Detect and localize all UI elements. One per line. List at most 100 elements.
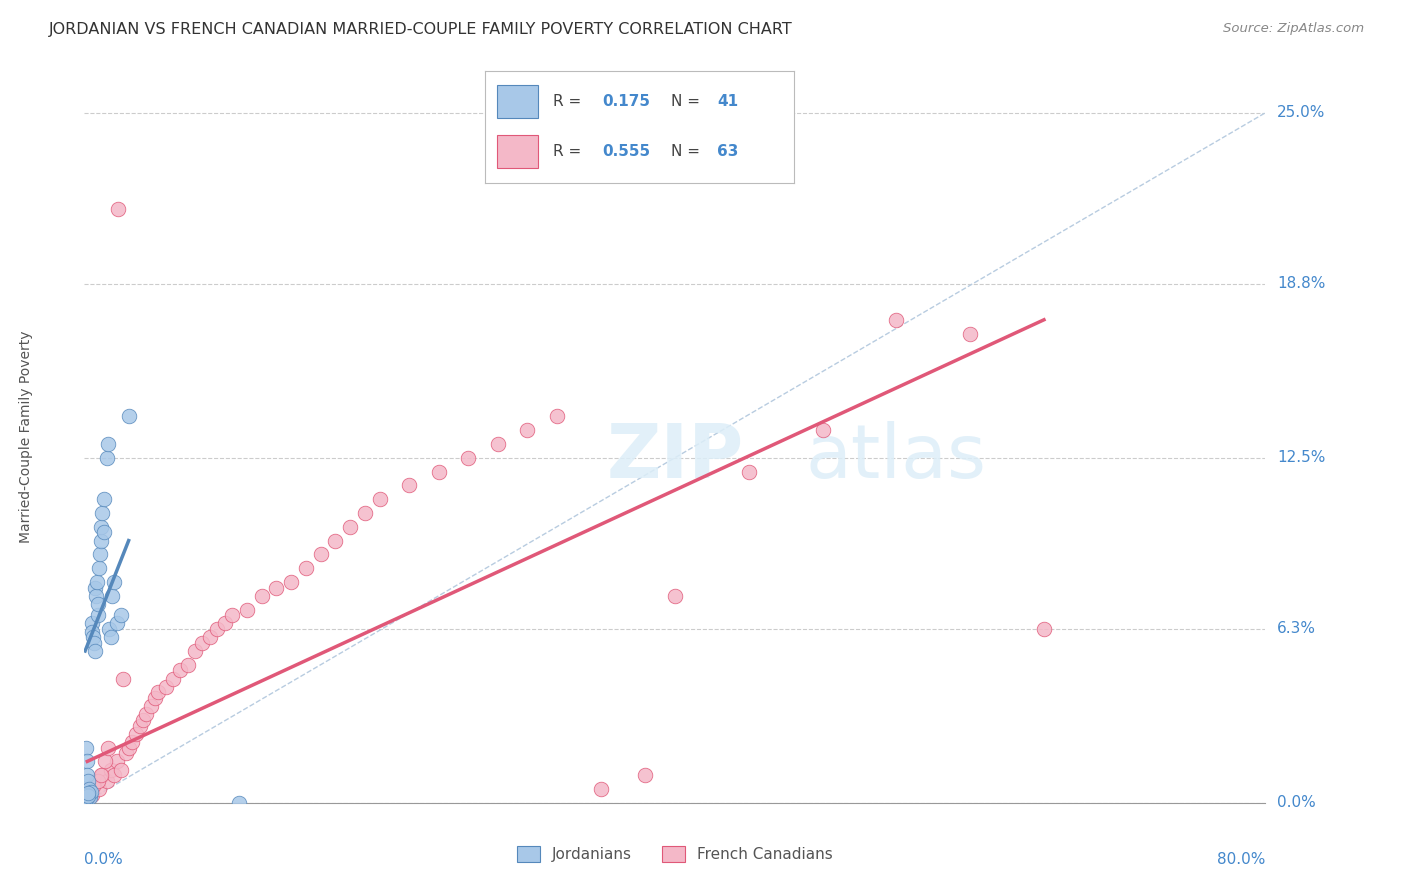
Point — [121, 735, 143, 749]
Point — [82, 779, 104, 793]
Point — [132, 713, 155, 727]
Point — [76, 789, 98, 803]
Point — [591, 782, 613, 797]
Point — [93, 492, 115, 507]
Text: N =: N = — [671, 145, 704, 159]
Text: 18.8%: 18.8% — [1277, 277, 1326, 292]
Point — [486, 437, 509, 451]
Point — [90, 768, 112, 782]
Point — [84, 581, 107, 595]
Point — [76, 790, 98, 805]
Text: R =: R = — [553, 145, 586, 159]
Point — [96, 450, 118, 465]
Point — [295, 561, 318, 575]
Point — [207, 622, 229, 636]
Point — [80, 616, 103, 631]
Text: 63: 63 — [717, 145, 738, 159]
Point — [84, 773, 107, 788]
Point — [91, 768, 114, 782]
Text: atlas: atlas — [806, 421, 987, 494]
Point — [103, 574, 125, 589]
Text: ZIP: ZIP — [606, 421, 744, 494]
Point — [90, 520, 112, 534]
Point — [76, 768, 98, 782]
Text: 0.0%: 0.0% — [84, 853, 124, 868]
Point — [75, 740, 97, 755]
Point — [198, 630, 221, 644]
Point — [129, 718, 152, 732]
Point — [96, 773, 118, 788]
Point — [114, 746, 136, 760]
Point — [457, 450, 479, 465]
Point — [339, 520, 361, 534]
Text: N =: N = — [671, 94, 704, 109]
Point — [89, 548, 111, 562]
Point — [634, 768, 657, 782]
Point — [125, 727, 148, 741]
Point — [155, 680, 177, 694]
Point — [169, 663, 191, 677]
Point — [77, 782, 100, 797]
Point — [184, 644, 207, 658]
Point — [959, 326, 981, 341]
Text: 25.0%: 25.0% — [1277, 105, 1326, 120]
Point — [84, 589, 107, 603]
Point — [236, 602, 259, 616]
Point — [87, 597, 110, 611]
Point — [91, 506, 114, 520]
Point — [77, 786, 100, 800]
Text: 41: 41 — [717, 94, 738, 109]
Point — [811, 423, 834, 437]
Point — [738, 465, 761, 479]
Point — [86, 574, 108, 589]
Point — [221, 608, 243, 623]
Point — [97, 740, 120, 755]
Point — [110, 763, 132, 777]
Point — [309, 548, 332, 562]
Point — [886, 312, 908, 326]
Point — [280, 574, 302, 589]
Point — [105, 755, 128, 769]
Point — [105, 616, 128, 631]
Point — [87, 782, 111, 797]
Point — [94, 755, 117, 769]
Point — [250, 589, 273, 603]
Point — [100, 630, 122, 644]
Point — [354, 506, 377, 520]
Point — [162, 672, 184, 686]
Point — [79, 785, 101, 799]
Point — [80, 785, 103, 799]
Point — [118, 740, 141, 755]
Point — [427, 465, 450, 479]
Point — [368, 492, 391, 507]
Point — [77, 782, 100, 797]
Text: JORDANIAN VS FRENCH CANADIAN MARRIED-COUPLE FAMILY POVERTY CORRELATION CHART: JORDANIAN VS FRENCH CANADIAN MARRIED-COU… — [49, 22, 793, 37]
Point — [76, 788, 98, 802]
Point — [135, 707, 157, 722]
Point — [90, 533, 112, 548]
Point — [86, 608, 108, 623]
Text: R =: R = — [553, 94, 586, 109]
Point — [75, 790, 97, 805]
Point — [82, 624, 104, 639]
Point — [79, 788, 101, 802]
Point — [83, 636, 105, 650]
Point — [100, 763, 122, 777]
Point — [103, 768, 125, 782]
Point — [79, 790, 101, 805]
Point — [148, 685, 170, 699]
Point — [98, 622, 121, 636]
Point — [228, 796, 250, 810]
Point — [75, 791, 97, 805]
Point — [1033, 622, 1056, 636]
Point — [177, 657, 200, 672]
Point — [143, 690, 166, 705]
Text: Source: ZipAtlas.com: Source: ZipAtlas.com — [1223, 22, 1364, 36]
Point — [93, 525, 115, 540]
Legend: Jordanians, French Canadians: Jordanians, French Canadians — [510, 840, 839, 868]
Point — [191, 636, 214, 650]
Point — [80, 788, 103, 802]
Text: Married-Couple Family Poverty: Married-Couple Family Poverty — [18, 331, 32, 543]
Text: 12.5%: 12.5% — [1277, 450, 1326, 466]
Point — [110, 608, 132, 623]
